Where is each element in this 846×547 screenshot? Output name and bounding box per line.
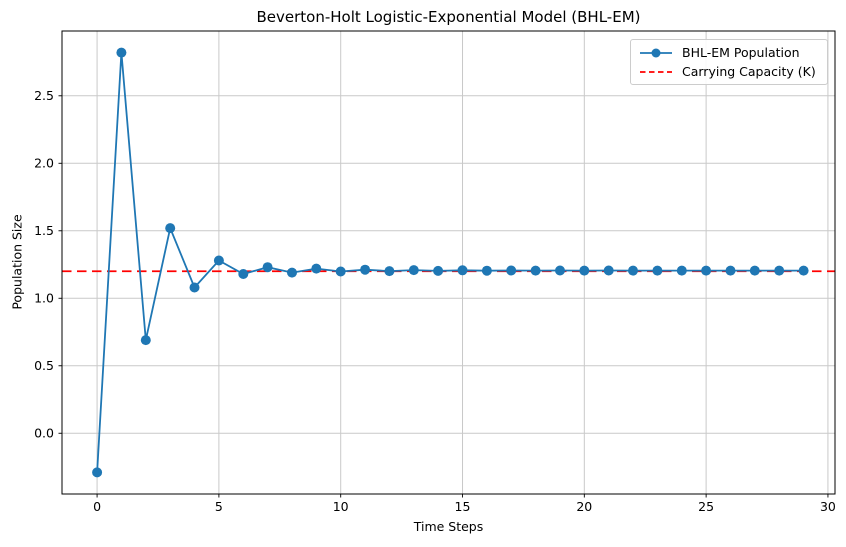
axes-frame [61, 30, 836, 495]
data-point [116, 47, 127, 58]
data-point [189, 282, 200, 293]
legend-dashed-line-icon [640, 70, 672, 73]
data-point [213, 255, 224, 266]
legend-entry-carrying-capacity: Carrying Capacity (K) [639, 63, 819, 81]
y-tick-label: 2.0 [34, 156, 54, 171]
x-tick-label: 5 [215, 499, 223, 514]
data-point [311, 263, 322, 274]
data-point [92, 467, 103, 478]
data-point [165, 223, 176, 234]
x-tick-label: 10 [333, 499, 349, 514]
data-point [555, 265, 565, 276]
data-point [481, 265, 492, 276]
data-point [140, 335, 151, 346]
x-axis-label: Time Steps [413, 519, 484, 534]
x-tick-label: 15 [455, 499, 471, 514]
y-tick-label: 0.0 [34, 426, 54, 441]
population-line [96, 52, 804, 473]
x-tick-label: 0 [93, 499, 101, 514]
data-point [457, 265, 468, 276]
data-point [749, 265, 760, 276]
data-point [774, 265, 785, 276]
y-tick-label: 1.5 [34, 223, 54, 238]
data-point [408, 265, 419, 276]
data-point [238, 269, 249, 279]
data-point [262, 262, 273, 273]
y-axis-label: Population Size [9, 214, 25, 310]
chart-title: Beverton-Holt Logistic-Exponential Model… [256, 8, 641, 26]
data-point [360, 264, 371, 275]
y-tick-label: 0.5 [34, 358, 54, 373]
data-point [433, 265, 444, 276]
x-tick-label: 25 [698, 499, 714, 514]
data-point [676, 265, 687, 276]
data-point [798, 265, 809, 276]
data-point [287, 267, 297, 278]
legend-label-carrying-capacity: Carrying Capacity (K) [682, 64, 816, 79]
legend-line-marker-icon [640, 48, 672, 57]
data-point [701, 265, 712, 276]
legend-label-population: BHL-EM Population [682, 45, 800, 60]
y-tick-label: 2.5 [34, 88, 54, 103]
legend-entry-population: BHL-EM Population [639, 44, 819, 62]
x-tick-label: 20 [576, 499, 592, 514]
data-point [335, 266, 346, 277]
data-point [506, 265, 517, 276]
data-point [579, 265, 590, 276]
data-point [628, 265, 638, 276]
legend: BHL-EM Population Carrying Capacity (K) [630, 39, 828, 85]
x-tick-label: 30 [820, 499, 836, 514]
y-tick-label: 1.0 [34, 291, 54, 306]
data-point [652, 265, 663, 276]
data-point [603, 265, 614, 276]
data-point [725, 265, 736, 276]
data-point [384, 266, 395, 277]
data-point [530, 265, 541, 276]
